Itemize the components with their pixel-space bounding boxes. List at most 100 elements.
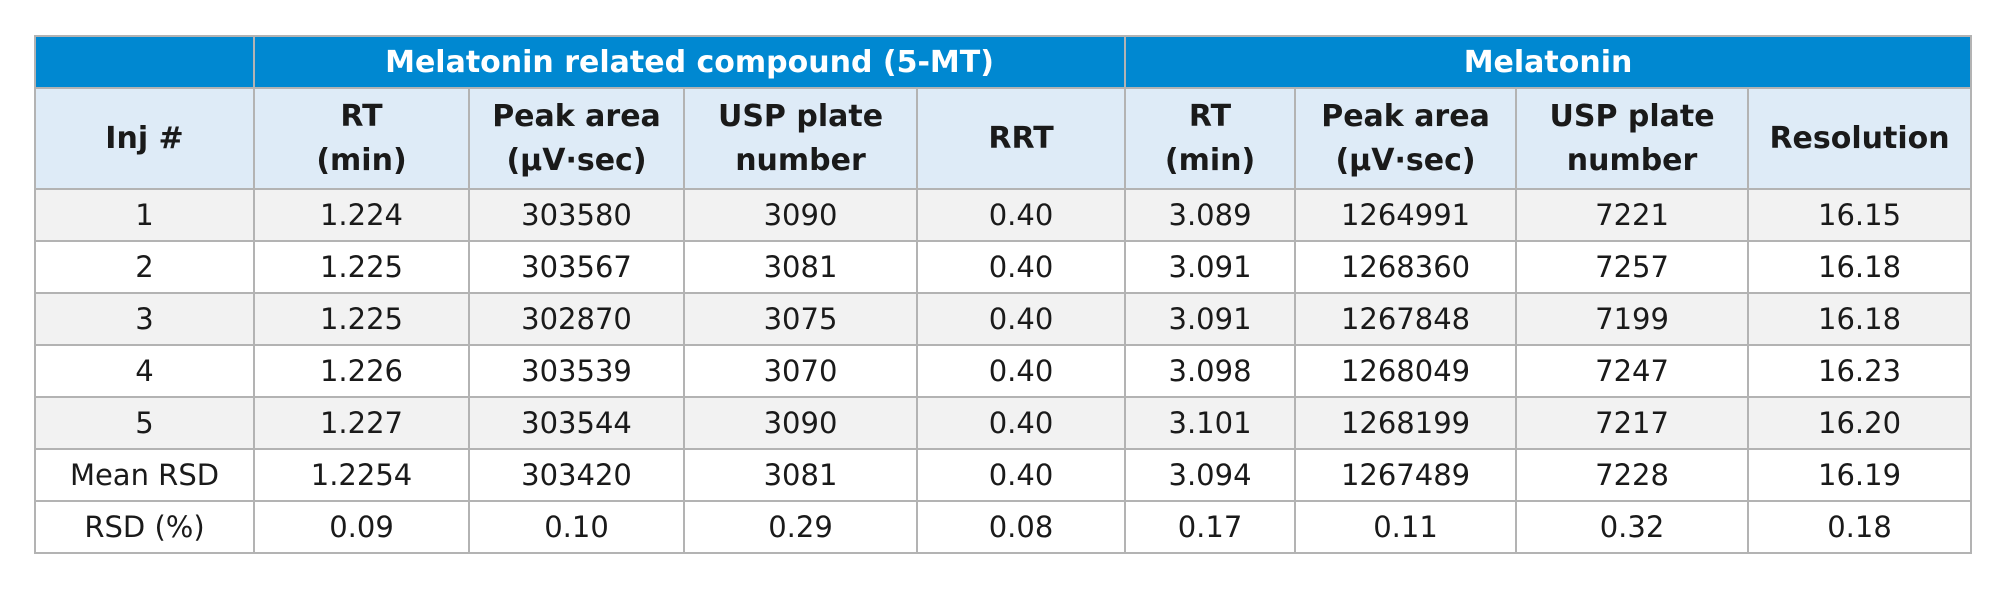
table-cell: RSD (%) — [34, 500, 255, 554]
column-header-line: USP plate — [1549, 98, 1715, 134]
table-cell: 0.10 — [468, 500, 685, 554]
table-cell: 0.09 — [253, 500, 470, 554]
table-cell: 4 — [34, 344, 255, 398]
results-table-container: Melatonin related compound (5-MT) Melato… — [34, 35, 1973, 554]
summary-row-mean: Mean RSD 1.2254 303420 3081 0.40 3.094 1… — [34, 448, 1973, 502]
table-cell: 3081 — [683, 448, 918, 502]
column-header-line: Peak area — [1321, 98, 1490, 134]
table-cell: 0.32 — [1515, 500, 1750, 554]
results-table: Melatonin related compound (5-MT) Melato… — [34, 35, 1973, 554]
column-header-line: number — [1566, 142, 1698, 178]
table-cell: 0.18 — [1747, 500, 1973, 554]
column-header-line: USP plate — [717, 98, 884, 134]
table-cell: 1 — [34, 188, 255, 242]
table-cell: 7257 — [1515, 240, 1750, 294]
column-header-line: RRT — [988, 120, 1054, 156]
table-cell: 16.18 — [1747, 240, 1973, 294]
table-cell: 7228 — [1515, 448, 1750, 502]
column-header-rt-melatonin: RT (min) — [1124, 87, 1297, 190]
column-header-inj: Inj # — [34, 87, 255, 190]
column-header-line: number — [735, 142, 866, 178]
column-header-line: (min) — [316, 142, 407, 178]
table-cell: 2 — [34, 240, 255, 294]
table-cell: 3.098 — [1124, 344, 1297, 398]
table-cell: 0.11 — [1294, 500, 1518, 554]
column-header-line: RT — [340, 98, 383, 134]
table-cell: 7247 — [1515, 344, 1750, 398]
table-cell: 1268199 — [1294, 396, 1518, 450]
group-header-row: Melatonin related compound (5-MT) Melato… — [34, 35, 1973, 89]
column-header-usp-5mt: USP plate number — [683, 87, 918, 190]
group-header-melatonin: Melatonin — [1124, 35, 1973, 89]
table-cell: 303420 — [468, 448, 685, 502]
column-header-line: Peak area — [492, 98, 661, 134]
table-cell: 1.226 — [253, 344, 470, 398]
table-cell: 1267848 — [1294, 292, 1518, 346]
table-cell: 1.227 — [253, 396, 470, 450]
column-header-line: (min) — [1164, 142, 1256, 178]
group-header-blank — [34, 35, 255, 89]
table-cell: 3075 — [683, 292, 918, 346]
table-cell: 0.40 — [915, 240, 1127, 294]
table-cell: 1264991 — [1294, 188, 1518, 242]
table-cell: 16.23 — [1747, 344, 1973, 398]
group-header-5mt: Melatonin related compound (5-MT) — [252, 35, 1127, 89]
table-cell: 16.15 — [1747, 188, 1973, 242]
table-cell: 16.20 — [1747, 396, 1973, 450]
column-header-area-5mt: Peak area (µV·sec) — [468, 87, 685, 190]
column-header-line: Inj # — [105, 120, 184, 156]
table-cell: 1268049 — [1294, 344, 1518, 398]
table-row: 4 1.226 303539 3070 0.40 3.098 1268049 7… — [34, 344, 1973, 398]
column-header-usp-melatonin: USP plate number — [1515, 87, 1750, 190]
table-cell: 0.40 — [915, 188, 1127, 242]
table-cell: 1.225 — [253, 240, 470, 294]
table-cell: 3.101 — [1124, 396, 1297, 450]
table-cell: 0.29 — [683, 500, 918, 554]
table-row: 5 1.227 303544 3090 0.40 3.101 1268199 7… — [34, 396, 1973, 450]
table-cell: 16.18 — [1747, 292, 1973, 346]
table-cell: 303580 — [468, 188, 685, 242]
table-cell: 0.08 — [915, 500, 1127, 554]
table-body: 1 1.224 303580 3090 0.40 3.089 1264991 7… — [34, 188, 1973, 554]
table-cell: 3.091 — [1124, 292, 1297, 346]
table-cell: 16.19 — [1747, 448, 1973, 502]
column-header-line: (µV·sec) — [506, 142, 647, 178]
table-cell: 5 — [34, 396, 255, 450]
table-cell: 7221 — [1515, 188, 1750, 242]
table-cell: 303567 — [468, 240, 685, 294]
table-cell: 1.2254 — [253, 448, 470, 502]
column-header-resolution: Resolution — [1747, 87, 1973, 190]
column-header-rt-5mt: RT (min) — [253, 87, 470, 190]
table-cell: 3070 — [683, 344, 918, 398]
table-cell: 302870 — [468, 292, 685, 346]
table-row: 3 1.225 302870 3075 0.40 3.091 1267848 7… — [34, 292, 1973, 346]
table-cell: 1.225 — [253, 292, 470, 346]
table-cell: 3081 — [683, 240, 918, 294]
table-cell: 1267489 — [1294, 448, 1518, 502]
table-cell: 0.40 — [915, 292, 1127, 346]
table-cell: 3090 — [683, 396, 918, 450]
table-cell: 1.224 — [253, 188, 470, 242]
table-cell: 3.089 — [1124, 188, 1297, 242]
column-header-row: Inj # RT (min) Peak area (µV·sec) USP pl… — [34, 87, 1973, 190]
summary-row-rsd: RSD (%) 0.09 0.10 0.29 0.08 0.17 0.11 0.… — [34, 500, 1973, 554]
table-cell: 0.40 — [915, 396, 1127, 450]
table-cell: 3090 — [683, 188, 918, 242]
table-row: 2 1.225 303567 3081 0.40 3.091 1268360 7… — [34, 240, 1973, 294]
table-row: 1 1.224 303580 3090 0.40 3.089 1264991 7… — [34, 188, 1973, 242]
table-cell: 0.40 — [915, 448, 1127, 502]
table-cell: 3 — [34, 292, 255, 346]
table-cell: 3.091 — [1124, 240, 1297, 294]
table-cell: 7217 — [1515, 396, 1750, 450]
column-header-line: Resolution — [1769, 120, 1950, 156]
table-cell: 7199 — [1515, 292, 1750, 346]
column-header-rrt-5mt: RRT — [915, 87, 1127, 190]
table-cell: 303539 — [468, 344, 685, 398]
column-header-line: RT — [1188, 98, 1232, 134]
table-cell: 0.40 — [915, 344, 1127, 398]
column-header-line: (µV·sec) — [1335, 142, 1476, 178]
table-cell: Mean RSD — [34, 448, 255, 502]
table-cell: 303544 — [468, 396, 685, 450]
table-cell: 3.094 — [1124, 448, 1297, 502]
column-header-area-melatonin: Peak area (µV·sec) — [1294, 87, 1518, 190]
